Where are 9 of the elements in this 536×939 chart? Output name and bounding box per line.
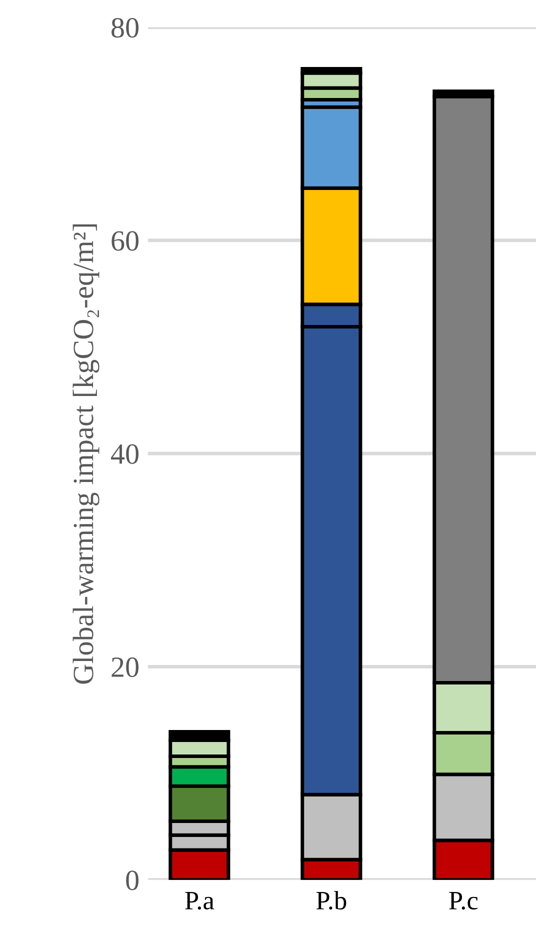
- y-tick-label: 60: [112, 231, 138, 251]
- y-tick-label: 20: [112, 657, 138, 678]
- x-tick-label: P.b: [316, 890, 346, 910]
- x-tick-label: P.c: [449, 892, 478, 910]
- y-tick-label: 40: [111, 444, 138, 464]
- y-axis-title: Global-warming impact [kgCO₂-eq/m²]: [72, 224, 100, 684]
- y-tick-label: 80: [112, 18, 138, 38]
- y-tick-label: 0: [126, 870, 138, 890]
- x-tick-label: P.a: [185, 892, 214, 910]
